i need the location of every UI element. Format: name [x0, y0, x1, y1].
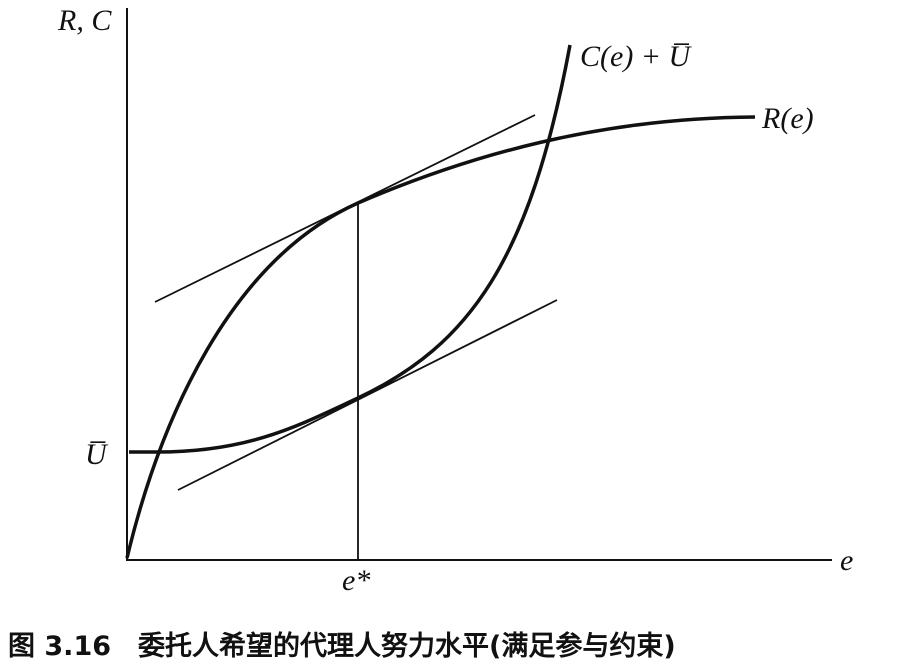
x-axis-label: e: [840, 544, 853, 577]
curve-label: R(e): [761, 102, 814, 135]
cost-curve: [129, 44, 572, 454]
curve-label: C(e) + U̅: [580, 40, 693, 73]
revenue-curve: [125, 115, 756, 559]
caption: 图 3.16 委托人希望的代理人努力水平(满足参与约束): [8, 630, 676, 662]
y-axis-label: R, C: [57, 4, 112, 37]
tangent-line: [154, 114, 536, 303]
axis-mark-label: e*: [342, 564, 370, 597]
tangent-line: [177, 299, 558, 491]
axis-mark-label: U̅: [85, 438, 109, 471]
